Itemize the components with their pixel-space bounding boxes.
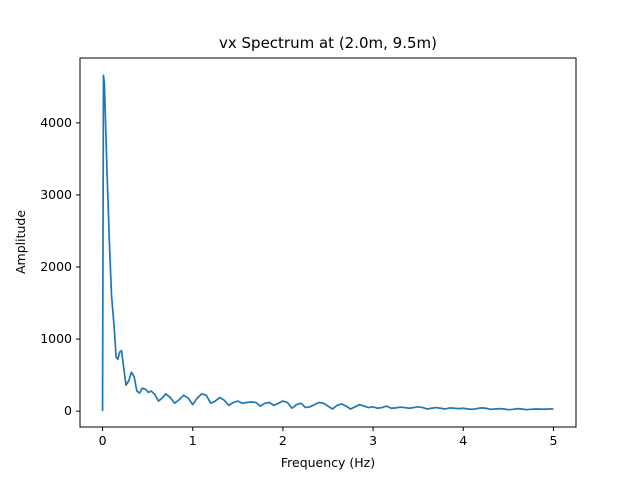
y-tick-label: 2000: [40, 259, 72, 274]
y-axis-label: Amplitude: [13, 210, 28, 274]
x-tick-label: 4: [459, 433, 467, 448]
y-tick-label: 1000: [40, 331, 72, 346]
x-tick-label: 3: [369, 433, 377, 448]
chart-title: vx Spectrum at (2.0m, 9.5m): [219, 34, 437, 52]
x-tick-label: 2: [279, 433, 287, 448]
y-tick-label: 3000: [40, 187, 72, 202]
x-tick-label: 5: [549, 433, 557, 448]
y-axis: 0 1000 2000 3000 4000: [40, 115, 80, 418]
x-axis: 0 1 2 3 4 5: [99, 427, 557, 448]
x-tick-label: 0: [99, 433, 107, 448]
series-line: [101, 74, 554, 412]
y-tick-label: 0: [64, 403, 72, 418]
plot-area-frame: [79, 57, 577, 428]
x-tick-label: 1: [189, 433, 197, 448]
x-axis-label: Frequency (Hz): [281, 455, 375, 470]
y-tick-label: 4000: [40, 115, 72, 130]
